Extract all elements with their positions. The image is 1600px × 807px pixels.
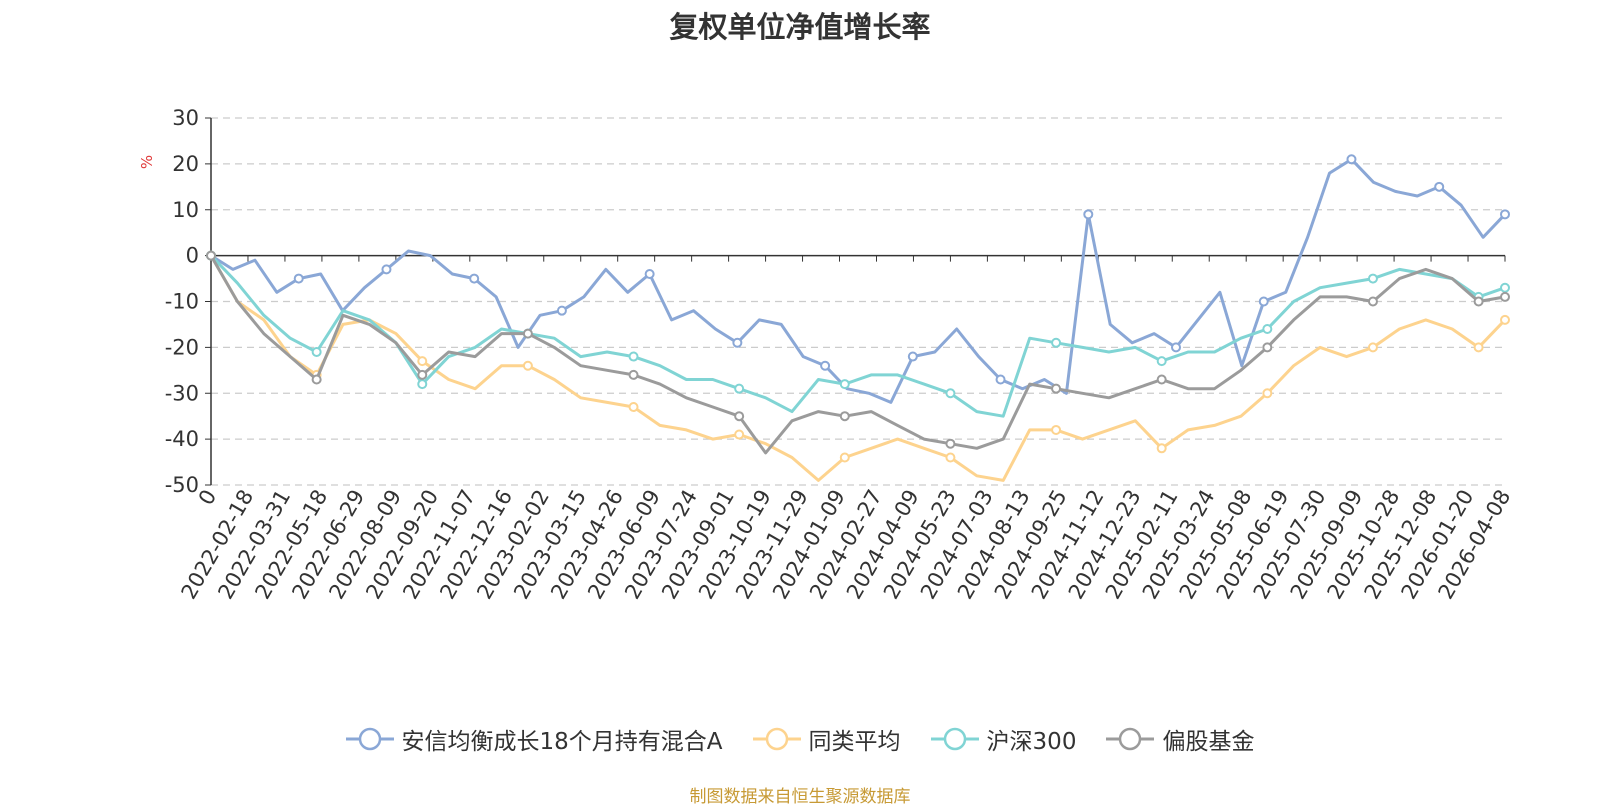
series-0-point-28 xyxy=(820,360,831,371)
series-2-point-49 xyxy=(1500,282,1510,293)
series-0-point-48 xyxy=(1258,296,1269,307)
series-0-point-59 xyxy=(1500,209,1510,220)
series-3-point-0 xyxy=(206,250,216,261)
y-tick-label-0: 30 xyxy=(172,106,199,130)
series-1-point-40 xyxy=(1262,388,1273,399)
series-3-point-36 xyxy=(1156,374,1167,385)
series-3-point-20 xyxy=(734,411,745,422)
legend-label: 同类平均 xyxy=(808,729,901,755)
legend-item-0[interactable]: 安信均衡成长18个月持有混合A xyxy=(345,722,723,756)
series-0-point-24 xyxy=(732,337,743,348)
series-2-point-44 xyxy=(1367,273,1378,284)
series-2-point-24 xyxy=(839,379,850,390)
series-2-point-16 xyxy=(628,351,639,362)
y-tick-label-3: 0 xyxy=(186,244,199,268)
grid-layer xyxy=(211,117,1505,486)
series-3-point-49 xyxy=(1500,291,1510,302)
series-3-point-8 xyxy=(417,369,428,380)
legend-label: 安信均衡成长18个月持有混合A xyxy=(401,729,723,755)
series-line-0 xyxy=(210,157,1507,404)
axis-layer: 3020100-10-20-30-40-5002022-02-182022-03… xyxy=(165,106,1516,603)
series-2-point-40 xyxy=(1262,324,1273,335)
y-tick-label-5: -20 xyxy=(165,335,199,359)
series-1-point-28 xyxy=(945,452,956,463)
series-line-3 xyxy=(209,254,1506,455)
series-0-point-4 xyxy=(293,273,304,284)
legend-item-1[interactable]: 同类平均 xyxy=(752,722,901,756)
series-0-point-52 xyxy=(1346,154,1357,165)
series-1-point-44 xyxy=(1367,342,1378,353)
series-1-point-36 xyxy=(1156,443,1167,454)
series-1-point-48 xyxy=(1473,342,1484,353)
y-tick-label-8: -50 xyxy=(165,473,199,497)
series-3-point-48 xyxy=(1473,296,1484,307)
x-tick-label-0: 0 xyxy=(194,486,221,510)
series-2-point-32 xyxy=(1051,337,1062,348)
y-axis-unit-label: % xyxy=(138,155,156,169)
series-0-point-32 xyxy=(907,351,918,362)
series-0-point-16 xyxy=(556,305,567,316)
legend-label: 沪深300 xyxy=(986,729,1077,755)
series-0-point-8 xyxy=(381,264,392,275)
series-0-point-36 xyxy=(995,374,1006,385)
series-2-point-8 xyxy=(417,379,428,390)
y-tick-label-1: 20 xyxy=(172,152,199,176)
series-0-point-12 xyxy=(469,273,480,284)
y-tick-label-2: 10 xyxy=(172,198,199,222)
legend-line-circle-icon xyxy=(930,727,979,751)
series-1-point-16 xyxy=(628,402,639,413)
series-2-point-28 xyxy=(945,388,956,399)
series-2-point-20 xyxy=(734,383,745,394)
series-1-point-24 xyxy=(839,452,850,463)
series-0-point-56 xyxy=(1434,181,1445,192)
series-3-point-40 xyxy=(1262,342,1273,353)
legend-item-3[interactable]: 偏股基金 xyxy=(1106,722,1254,756)
legend-label: 偏股基金 xyxy=(1162,729,1255,755)
series-layer xyxy=(206,154,1510,482)
y-tick-label-6: -30 xyxy=(165,381,199,405)
series-3-point-4 xyxy=(311,374,322,385)
legend-line-circle-icon xyxy=(752,727,801,751)
series-0-point-20 xyxy=(644,268,655,279)
series-3-point-12 xyxy=(522,328,533,339)
series-3-point-16 xyxy=(628,369,639,380)
series-0-point-40 xyxy=(1083,209,1094,220)
series-3-point-24 xyxy=(839,411,850,422)
series-3-point-28 xyxy=(945,438,956,449)
legend-line-circle-icon xyxy=(345,727,394,751)
series-3-point-44 xyxy=(1367,296,1378,307)
y-tick-label-4: -10 xyxy=(165,290,199,314)
line-chart: 3020100-10-20-30-40-5002022-02-182022-03… xyxy=(138,106,1516,603)
series-3-point-32 xyxy=(1051,383,1062,394)
series-1-point-32 xyxy=(1051,424,1062,435)
series-1-point-8 xyxy=(417,356,428,367)
series-1-point-20 xyxy=(734,429,745,440)
series-1-point-49 xyxy=(1500,314,1510,325)
y-tick-label-7: -40 xyxy=(165,427,199,451)
legend: 安信均衡成长18个月持有混合A 同类平均 沪深300 偏股基金 xyxy=(0,722,1600,756)
series-line-2 xyxy=(209,254,1506,418)
data-source-caption: 制图数据来自恒生聚源数据库 xyxy=(689,787,911,807)
series-line-1 xyxy=(209,254,1507,482)
chart-title: 复权单位净值增长率 xyxy=(669,10,931,44)
series-1-point-12 xyxy=(522,360,533,371)
series-2-point-4 xyxy=(311,346,322,357)
series-2-point-36 xyxy=(1156,356,1167,367)
legend-item-2[interactable]: 沪深300 xyxy=(930,722,1077,756)
series-0-point-44 xyxy=(1171,342,1182,353)
legend-line-circle-icon xyxy=(1106,727,1155,751)
